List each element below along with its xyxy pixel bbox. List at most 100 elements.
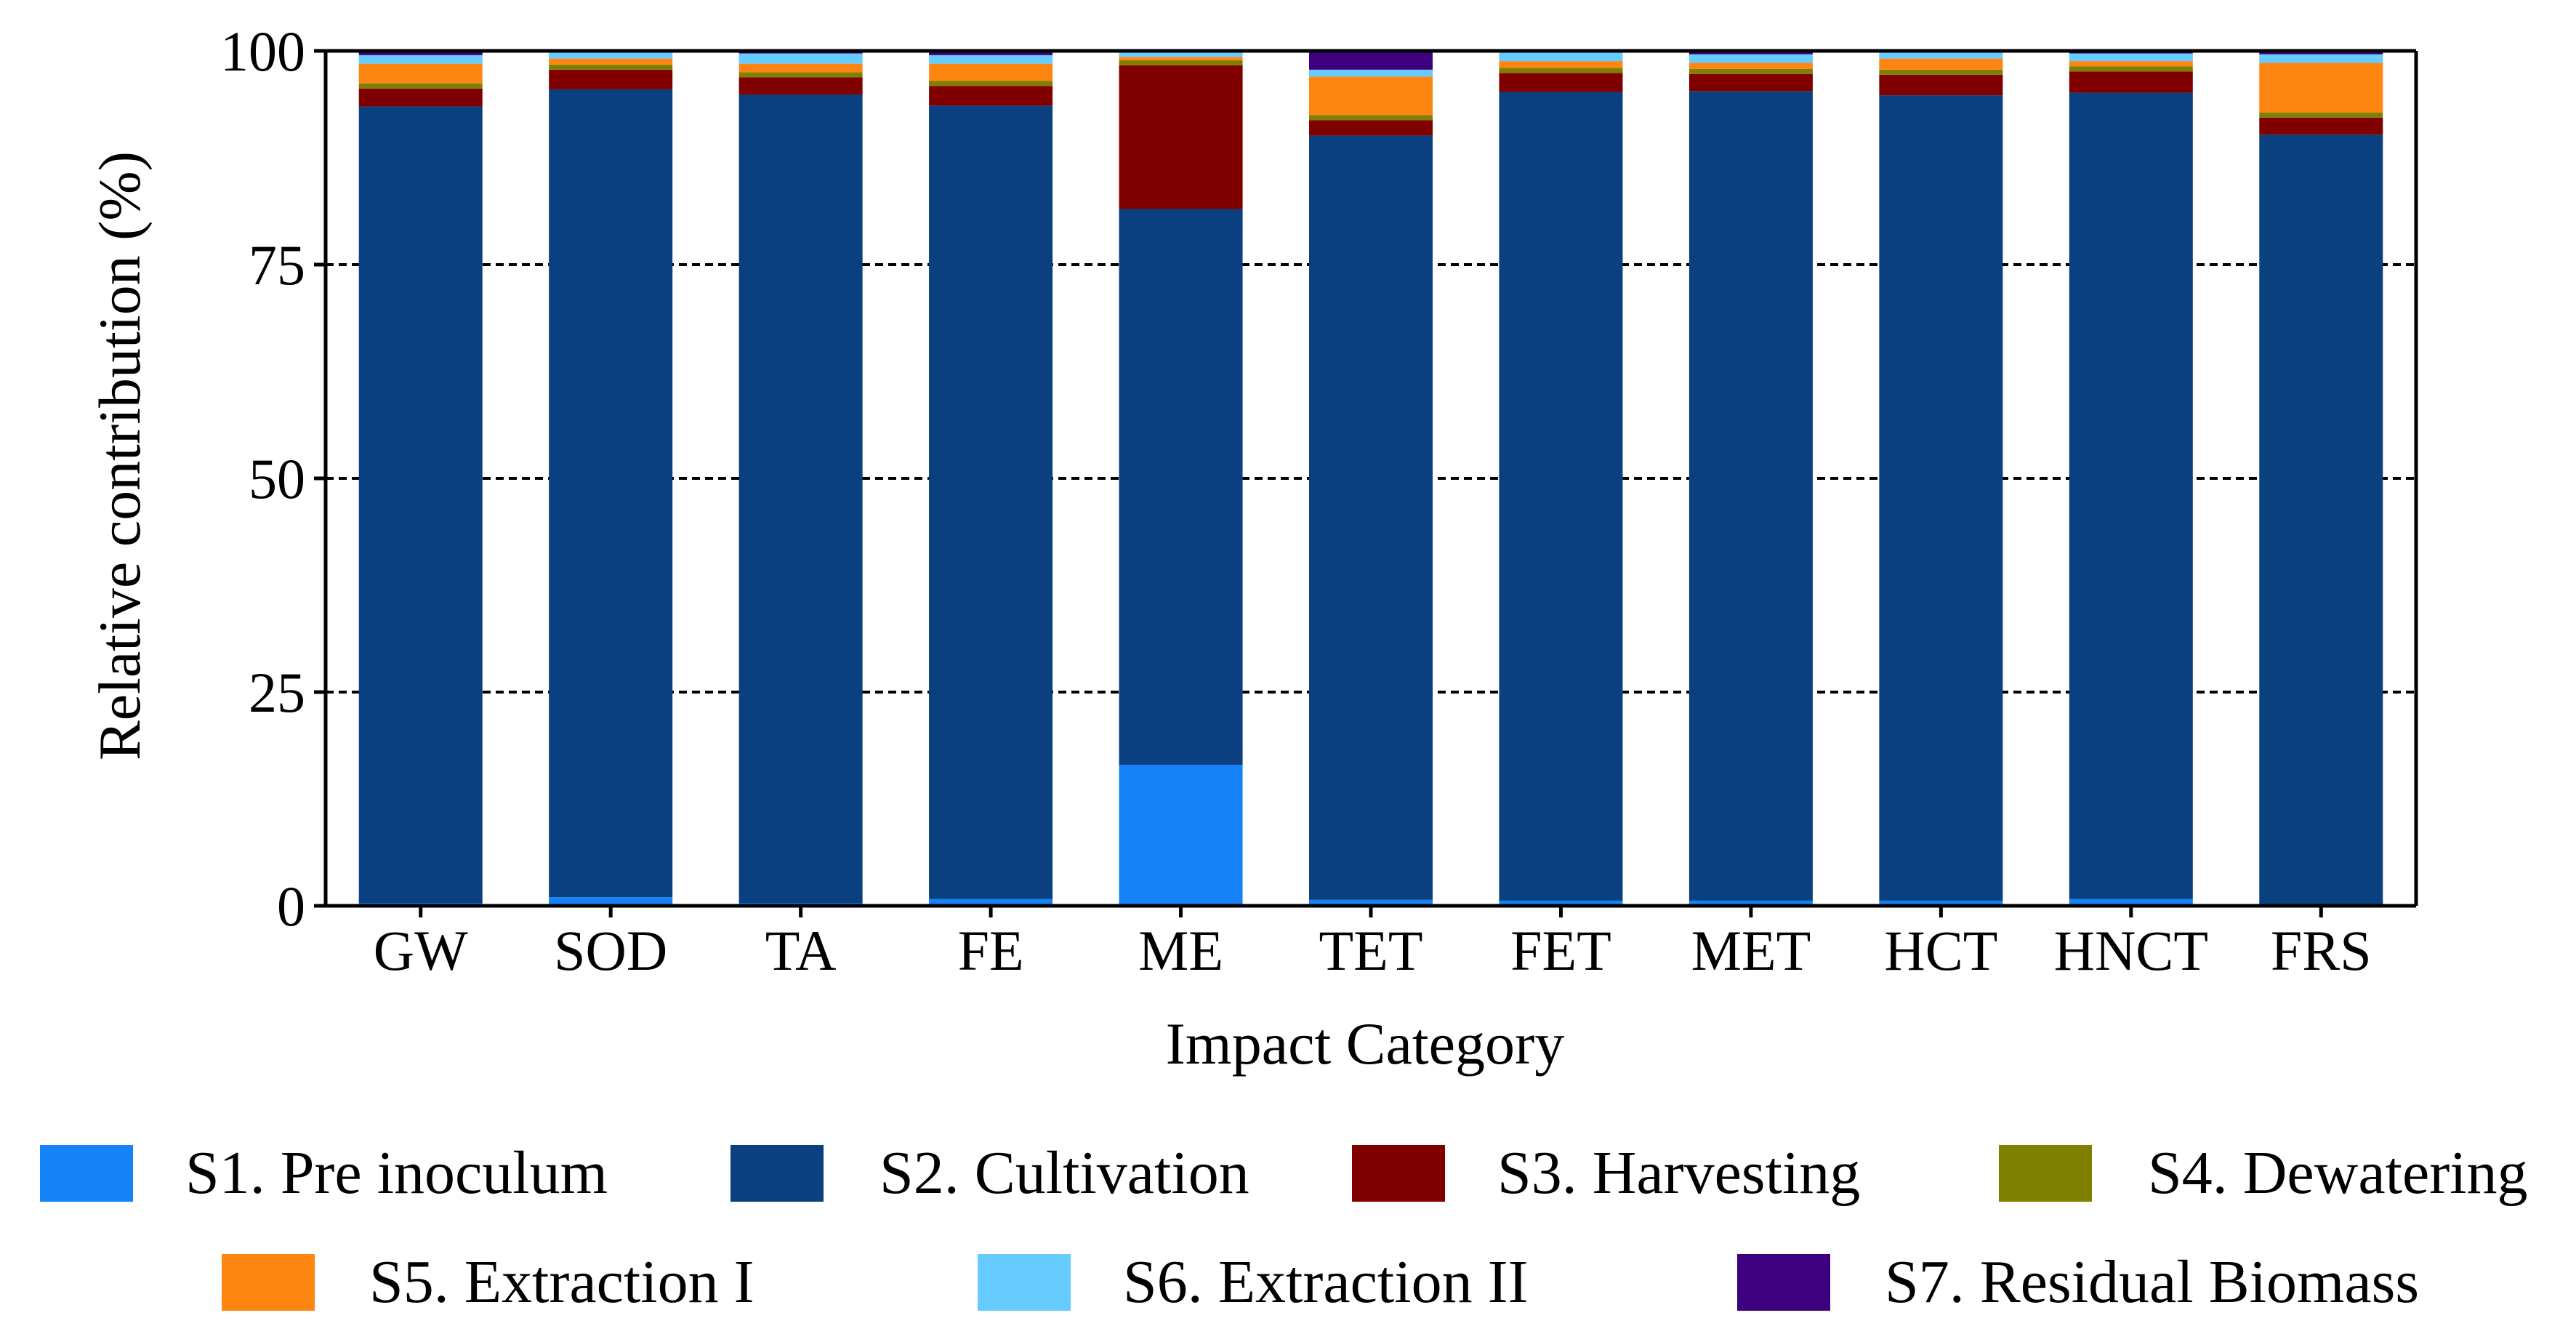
- y-tick-label: 100: [220, 20, 305, 83]
- bar-HCT-s2: [1879, 95, 2003, 901]
- bar-GW-s3: [358, 88, 483, 107]
- bar-MET-s3: [1689, 73, 1813, 92]
- bar-ME-s4: [1119, 60, 1243, 65]
- x-tick-label: TET: [1319, 919, 1423, 982]
- bar-TA-s4: [738, 72, 863, 78]
- bar-TET-s6: [1309, 69, 1433, 77]
- legend-label-s1: S1. Pre inoculum: [185, 1139, 608, 1207]
- bar-TET-s4: [1309, 115, 1433, 121]
- bar-HNCT-s2: [2069, 92, 2193, 899]
- bar-HCT-s5: [1879, 58, 2003, 70]
- x-tick-label: MET: [1691, 919, 1811, 982]
- bar-MET-s6: [1689, 54, 1813, 63]
- bar-FE-s7: [929, 51, 1053, 55]
- bar-HNCT-s4: [2069, 66, 2193, 72]
- bar-FET-s1: [1499, 900, 1623, 906]
- bar-MET-s2: [1689, 91, 1813, 901]
- bar-SOD-s6: [549, 52, 673, 59]
- bar-FE-s4: [929, 81, 1053, 87]
- bar-SOD-s5: [549, 58, 673, 65]
- bar-HCT-s3: [1879, 74, 2003, 96]
- legend-label-s6: S6. Extraction II: [1123, 1248, 1529, 1316]
- bar-MET-s1: [1689, 900, 1813, 906]
- bar-HNCT-s5: [2069, 61, 2193, 67]
- bar-TET-s1: [1309, 899, 1433, 906]
- legend: S1. Pre inoculum S2. Cultivation S3. Harve…: [40, 1139, 2528, 1316]
- y-tick-label: 50: [249, 447, 305, 510]
- legend-swatch-s5: [222, 1254, 315, 1311]
- bar-FRS-s5: [2259, 63, 2383, 113]
- bar-FE-s6: [929, 55, 1053, 64]
- x-tick-label: FE: [958, 919, 1024, 982]
- bar-SOD-s3: [549, 69, 673, 89]
- legend-swatch-s6: [978, 1254, 1071, 1311]
- bar-TET-s2: [1309, 135, 1433, 900]
- bar-GW-s4: [358, 83, 483, 89]
- legend-swatch-s3: [1352, 1145, 1445, 1202]
- bar-HCT-s4: [1879, 69, 2003, 75]
- bar-GW-s6: [358, 55, 483, 64]
- x-tick-label: TA: [765, 919, 837, 982]
- bars: [358, 51, 2383, 906]
- x-tick-label: FRS: [2271, 919, 2372, 982]
- bar-FE-s1: [929, 899, 1053, 906]
- x-tick-label: ME: [1138, 919, 1223, 982]
- bar-FET-s3: [1499, 73, 1623, 92]
- bar-HCT-s6: [1879, 52, 2003, 59]
- bar-TET-s7: [1309, 51, 1433, 70]
- bar-TA-s2: [738, 94, 863, 904]
- bar-HCT-s1: [1879, 900, 2003, 906]
- x-axis-title: Impact Category: [1166, 1010, 1565, 1077]
- legend-label-s4: S4. Dewatering: [2148, 1139, 2528, 1207]
- y-axis-title: Relative contribution (%): [86, 151, 153, 760]
- x-tick-label: SOD: [554, 919, 667, 982]
- bar-MET-s4: [1689, 68, 1813, 74]
- legend-label-s7: S7. Residual Biomass: [1885, 1248, 2419, 1316]
- bar-FET-s4: [1499, 68, 1623, 73]
- bar-ME-s3: [1119, 65, 1243, 209]
- bar-SOD-s2: [549, 89, 673, 898]
- legend-swatch-s7: [1737, 1254, 1830, 1311]
- bar-ME-s6: [1119, 52, 1243, 57]
- bar-ME-s1: [1119, 764, 1243, 906]
- bar-FRS-s4: [2259, 112, 2383, 118]
- axes: GW SOD TA FE ME TET FET MET HCT HNCT FRS 0 25 50 75 100: [220, 20, 2418, 982]
- legend-label-s3: S3. Harvesting: [1497, 1139, 1860, 1207]
- x-tick-label: HNCT: [2054, 919, 2208, 982]
- x-tick-label: GW: [374, 919, 468, 982]
- bar-ME-s5: [1119, 57, 1243, 60]
- bar-HNCT-s1: [2069, 899, 2193, 906]
- bar-FRS-s2: [2259, 134, 2383, 904]
- bar-FRS-s3: [2259, 117, 2383, 135]
- bar-HNCT-s3: [2069, 71, 2193, 93]
- bar-GW-s5: [358, 63, 483, 84]
- x-tick-label: HCT: [1884, 919, 1997, 982]
- bar-TET-s3: [1309, 120, 1433, 136]
- bar-FE-s5: [929, 63, 1053, 81]
- bar-GW-s7: [358, 51, 483, 55]
- x-tick-label: FET: [1510, 919, 1611, 982]
- legend-swatch-s4: [1999, 1145, 2092, 1202]
- bar-TA-s6: [738, 53, 863, 64]
- bar-FET-s5: [1499, 61, 1623, 68]
- bar-TA-s3: [738, 77, 863, 95]
- bar-FET-s6: [1499, 52, 1623, 62]
- bar-HNCT-s6: [2069, 53, 2193, 62]
- bar-TET-s5: [1309, 76, 1433, 116]
- bar-FE-s3: [929, 86, 1053, 106]
- bar-ME-s2: [1119, 209, 1243, 765]
- y-tick-label: 75: [249, 233, 305, 297]
- legend-label-s2: S2. Cultivation: [880, 1139, 1249, 1207]
- bar-SOD-s4: [549, 64, 673, 70]
- gridlines: [326, 263, 2416, 694]
- y-tick-label: 25: [249, 661, 305, 724]
- bar-TA-s5: [738, 63, 863, 73]
- bar-GW-s2: [358, 106, 483, 904]
- bar-FE-s2: [929, 105, 1053, 899]
- legend-swatch-s2: [730, 1145, 824, 1202]
- legend-label-s5: S5. Extraction I: [369, 1248, 754, 1316]
- bar-FRS-s6: [2259, 54, 2383, 63]
- bar-SOD-s1: [549, 897, 673, 906]
- y-tick-label: 0: [277, 875, 305, 938]
